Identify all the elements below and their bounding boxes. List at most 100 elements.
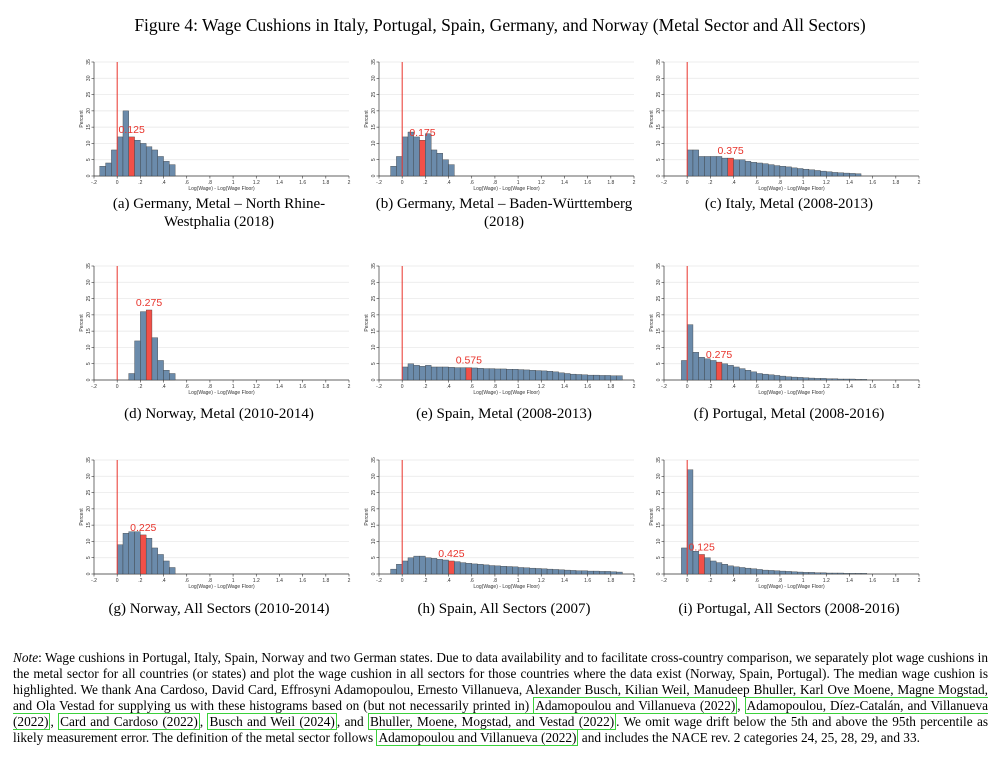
histogram-bar xyxy=(785,166,792,177)
histogram-chart: 0 5 10 15 20 25 30 35 Percent -.2 0 .2 .4 .6 .8 1 1.2 1.4… xyxy=(364,457,636,590)
x-tick-label: 1.4 xyxy=(846,384,853,390)
x-axis-label: Log(Wage) - Log(Wage Floor) xyxy=(758,584,825,590)
histogram-bar xyxy=(105,162,112,177)
x-tick-label: -.2 xyxy=(376,578,382,584)
x-tick-label: .6 xyxy=(755,180,759,186)
x-tick-label: 1.4 xyxy=(276,180,283,186)
x-tick-label: 1.8 xyxy=(892,180,899,186)
histogram-bar xyxy=(797,377,804,381)
x-axis-label: Log(Wage) - Log(Wage Floor) xyxy=(473,186,540,192)
citation-link[interactable]: Bhuller, Moene, Mogstad, and Vestad (202… xyxy=(367,713,617,730)
histogram-chart: 0 5 10 15 20 25 30 35 Percent -.2 0 .2 .4 .6 .8 1 1.2 1.4… xyxy=(364,59,636,192)
x-tick-label: 1 xyxy=(802,180,805,186)
histogram-bar xyxy=(506,566,513,575)
citation-link[interactable]: Adamopoulou, Díez-Catalán, and Villanuev… xyxy=(13,697,988,730)
histogram-bar xyxy=(808,169,815,177)
median-bar xyxy=(128,136,135,177)
x-tick-label: 1.4 xyxy=(276,384,283,390)
histogram-bar xyxy=(831,572,839,575)
y-axis-label: Percent xyxy=(364,508,370,526)
y-tick-label: 10 xyxy=(86,344,92,350)
x-tick-label: 2 xyxy=(348,578,351,584)
x-tick-label: .6 xyxy=(185,180,189,186)
citation-link[interactable]: Busch and Weil (2024) xyxy=(207,713,337,730)
histogram-bar xyxy=(413,136,420,177)
histogram-bar xyxy=(506,369,513,381)
x-tick-label: .6 xyxy=(470,578,474,584)
x-tick-label: 1.6 xyxy=(299,578,306,584)
histogram-bar xyxy=(117,544,124,575)
histogram-bar xyxy=(419,555,426,575)
histogram-bar xyxy=(756,373,763,381)
histogram-bar xyxy=(564,569,571,575)
histogram-bar xyxy=(692,149,699,177)
x-tick-label: 1.4 xyxy=(561,384,568,390)
citation-link[interactable]: Adamopoulou and Villanueva (2022) xyxy=(533,697,738,714)
y-tick-label: 0 xyxy=(656,378,662,381)
histogram-bar xyxy=(535,568,542,575)
histogram-bar xyxy=(855,173,862,177)
x-tick-label: .2 xyxy=(138,180,142,186)
histogram-bar xyxy=(169,164,176,177)
citation-link[interactable]: Adamopoulou and Villanueva (2022) xyxy=(376,729,579,746)
x-tick-label: 1.8 xyxy=(607,578,614,584)
x-tick-label: .2 xyxy=(423,180,427,186)
histogram-bar xyxy=(587,570,594,575)
histogram-bar xyxy=(744,161,752,177)
x-tick-label: .4 xyxy=(731,180,735,186)
x-tick-label: 0 xyxy=(401,384,404,390)
y-tick-label: 5 xyxy=(371,158,377,161)
histogram-bar xyxy=(855,379,862,381)
figure-panels: 0 5 10 15 20 25 30 35 Percent -.2 0.2.4.6.8 1 1.2 1.4… xyxy=(79,59,921,617)
histogram-bar xyxy=(779,570,786,575)
histogram-bar xyxy=(704,557,711,575)
histogram-bar xyxy=(419,366,426,381)
y-tick-label: 25 xyxy=(371,92,377,98)
histogram-bar xyxy=(855,573,862,575)
y-tick-label: 10 xyxy=(371,140,377,146)
histogram-bar xyxy=(471,367,478,381)
median-label: 0.175 xyxy=(409,127,435,139)
histogram-bar xyxy=(122,533,129,575)
histogram-bar xyxy=(436,153,443,177)
histogram-bar xyxy=(151,547,158,575)
y-tick-label: 0 xyxy=(656,572,662,575)
histogram-chart: 0 5 10 15 20 25 30 35 Percent -.2 0 .2 .4 .6 .8 1 1.2 1.4… xyxy=(79,59,351,192)
y-tick-label: 15 xyxy=(656,124,662,130)
histogram-bar xyxy=(396,156,403,177)
y-tick-label: 25 xyxy=(371,296,377,302)
y-tick-label: 20 xyxy=(86,506,92,512)
y-tick-label: 5 xyxy=(656,158,662,161)
x-tick-label: -.2 xyxy=(661,384,667,390)
histogram-bar xyxy=(558,372,565,381)
y-tick-label: 5 xyxy=(656,556,662,559)
histogram-bar xyxy=(157,554,164,575)
x-tick-label: 2 xyxy=(348,384,351,390)
y-tick-label: 25 xyxy=(656,92,662,98)
y-tick-label: 5 xyxy=(86,362,92,365)
histogram-bar xyxy=(488,565,496,575)
y-tick-label: 30 xyxy=(656,473,662,479)
x-axis-label: Log(Wage) - Log(Wage Floor) xyxy=(188,186,255,192)
x-tick-label: 1.4 xyxy=(846,180,853,186)
histogram-bar xyxy=(785,571,792,575)
histogram-bar xyxy=(710,360,717,381)
x-tick-label: -.2 xyxy=(91,384,97,390)
panel-caption: (h) Spain, All Sectors (2007) xyxy=(417,601,591,617)
histogram-bar xyxy=(837,172,844,177)
citation-link[interactable]: Card and Cardoso (2022) xyxy=(58,713,200,730)
x-tick-label: .6 xyxy=(470,180,474,186)
y-tick-label: 15 xyxy=(371,328,377,334)
x-tick-label: .4 xyxy=(446,384,450,390)
x-tick-label: 1.6 xyxy=(584,384,591,390)
x-tick-label: 1 xyxy=(517,180,520,186)
histogram-bar xyxy=(744,370,752,381)
histogram-bar xyxy=(762,163,769,177)
x-tick-label: .8 xyxy=(778,578,782,584)
x-tick-label: 1.6 xyxy=(869,578,876,584)
histogram-bar xyxy=(390,166,397,177)
x-tick-label: 1.4 xyxy=(561,180,568,186)
histogram-bar xyxy=(169,567,176,575)
x-tick-label: 0 xyxy=(116,180,119,186)
histogram-bar xyxy=(169,373,176,381)
